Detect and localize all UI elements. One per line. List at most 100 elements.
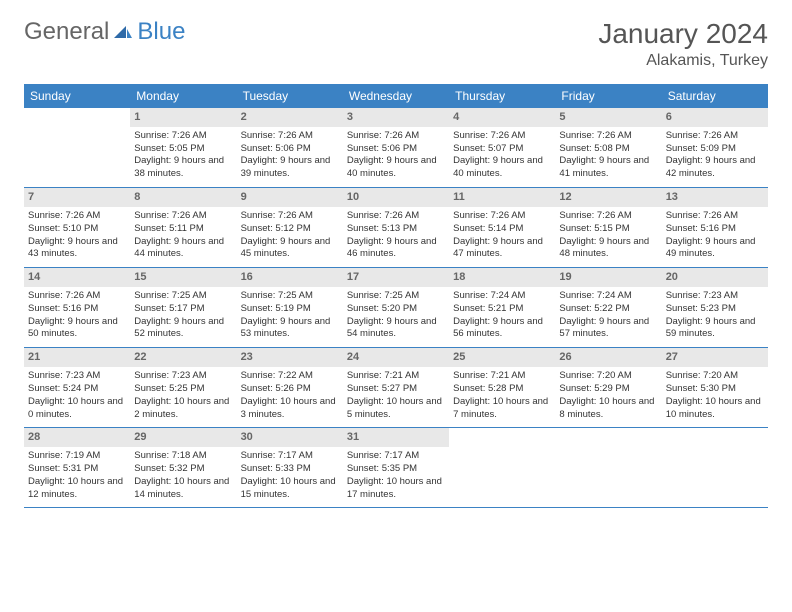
sunset-text: Sunset: 5:32 PM bbox=[134, 463, 232, 476]
day-number: 21 bbox=[24, 348, 130, 367]
day-cell: 23Sunrise: 7:22 AMSunset: 5:26 PMDayligh… bbox=[237, 348, 343, 427]
daylight-text: Daylight: 9 hours and 48 minutes. bbox=[559, 236, 657, 262]
sunset-text: Sunset: 5:31 PM bbox=[28, 463, 126, 476]
page-header: General Blue January 2024 Alakamis, Turk… bbox=[24, 18, 768, 70]
day-number: 17 bbox=[343, 268, 449, 287]
day-number: 7 bbox=[24, 188, 130, 207]
day-number: 10 bbox=[343, 188, 449, 207]
day-number: 31 bbox=[343, 428, 449, 447]
week-row: 14Sunrise: 7:26 AMSunset: 5:16 PMDayligh… bbox=[24, 268, 768, 348]
day-cell: 19Sunrise: 7:24 AMSunset: 5:22 PMDayligh… bbox=[555, 268, 661, 347]
week-row: 7Sunrise: 7:26 AMSunset: 5:10 PMDaylight… bbox=[24, 188, 768, 268]
day-number: 19 bbox=[555, 268, 661, 287]
sunrise-text: Sunrise: 7:26 AM bbox=[347, 130, 445, 143]
day-cell bbox=[555, 428, 661, 507]
day-cell: 24Sunrise: 7:21 AMSunset: 5:27 PMDayligh… bbox=[343, 348, 449, 427]
day-cell: 13Sunrise: 7:26 AMSunset: 5:16 PMDayligh… bbox=[662, 188, 768, 267]
sunset-text: Sunset: 5:22 PM bbox=[559, 303, 657, 316]
sunset-text: Sunset: 5:25 PM bbox=[134, 383, 232, 396]
day-number: 13 bbox=[662, 188, 768, 207]
day-cell: 31 Sunrise: 7:17 AMSunset: 5:35 PMDayligh… bbox=[343, 428, 449, 507]
day-cell: 12 Sunrise: 7:26 AMSunset: 5:15 PMDayligh… bbox=[555, 188, 661, 267]
sunrise-text: Sunrise: 7:26 AM bbox=[559, 210, 657, 223]
sunrise-text: Sunrise: 7:21 AM bbox=[453, 370, 551, 383]
sunrise-text: Sunrise: 7:18 AM bbox=[134, 450, 232, 463]
daylight-text: Daylight: 10 hours and 5 minutes. bbox=[347, 396, 445, 422]
sunrise-text: Sunrise: 7:26 AM bbox=[666, 130, 764, 143]
sunrise-text: Sunrise: 7:26 AM bbox=[28, 210, 126, 223]
sunrise-text: Sunrise: 7:26 AM bbox=[347, 210, 445, 223]
sunrise-text: Sunrise: 7:19 AM bbox=[28, 450, 126, 463]
day-cell: 27Sunrise: 7:20 AMSunset: 5:30 PMDayligh… bbox=[662, 348, 768, 427]
daylight-text: Daylight: 9 hours and 57 minutes. bbox=[559, 316, 657, 342]
daylight-text: Daylight: 9 hours and 43 minutes. bbox=[28, 236, 126, 262]
sunrise-text: Sunrise: 7:20 AM bbox=[559, 370, 657, 383]
day-number: 1 bbox=[130, 108, 236, 127]
sunset-text: Sunset: 5:33 PM bbox=[241, 463, 339, 476]
day-number: 23 bbox=[237, 348, 343, 367]
sunset-text: Sunset: 5:26 PM bbox=[241, 383, 339, 396]
day-number: 28 bbox=[24, 428, 130, 447]
day-cell: 8Sunrise: 7:26 AMSunset: 5:11 PMDaylight… bbox=[130, 188, 236, 267]
sunset-text: Sunset: 5:12 PM bbox=[241, 223, 339, 236]
sunrise-text: Sunrise: 7:23 AM bbox=[134, 370, 232, 383]
logo-text-general: General bbox=[24, 18, 109, 46]
day-cell: 17Sunrise: 7:25 AMSunset: 5:20 PMDayligh… bbox=[343, 268, 449, 347]
sunset-text: Sunset: 5:30 PM bbox=[666, 383, 764, 396]
day-cell: 18Sunrise: 7:24 AMSunset: 5:21 PMDayligh… bbox=[449, 268, 555, 347]
sunrise-text: Sunrise: 7:26 AM bbox=[134, 130, 232, 143]
day-cell: 14Sunrise: 7:26 AMSunset: 5:16 PMDayligh… bbox=[24, 268, 130, 347]
daylight-text: Daylight: 9 hours and 44 minutes. bbox=[134, 236, 232, 262]
day-number: 8 bbox=[130, 188, 236, 207]
day-header-row: SundayMondayTuesdayWednesdayThursdayFrid… bbox=[24, 84, 768, 108]
day-cell: 30Sunrise: 7:17 AMSunset: 5:33 PMDayligh… bbox=[237, 428, 343, 507]
day-number: 2 bbox=[237, 108, 343, 127]
daylight-text: Daylight: 9 hours and 56 minutes. bbox=[453, 316, 551, 342]
sunrise-text: Sunrise: 7:23 AM bbox=[666, 290, 764, 303]
sunrise-text: Sunrise: 7:26 AM bbox=[28, 290, 126, 303]
sunset-text: Sunset: 5:35 PM bbox=[347, 463, 445, 476]
daylight-text: Daylight: 10 hours and 2 minutes. bbox=[134, 396, 232, 422]
sunset-text: Sunset: 5:20 PM bbox=[347, 303, 445, 316]
sunrise-text: Sunrise: 7:20 AM bbox=[666, 370, 764, 383]
day-number: 9 bbox=[237, 188, 343, 207]
day-number: 22 bbox=[130, 348, 236, 367]
location-label: Alakamis, Turkey bbox=[598, 52, 768, 70]
daylight-text: Daylight: 10 hours and 15 minutes. bbox=[241, 476, 339, 502]
sunset-text: Sunset: 5:06 PM bbox=[347, 143, 445, 156]
day-cell bbox=[24, 108, 130, 187]
daylight-text: Daylight: 10 hours and 17 minutes. bbox=[347, 476, 445, 502]
day-number: 18 bbox=[449, 268, 555, 287]
daylight-text: Daylight: 10 hours and 14 minutes. bbox=[134, 476, 232, 502]
sunrise-text: Sunrise: 7:26 AM bbox=[666, 210, 764, 223]
day-header: Tuesday bbox=[237, 84, 343, 108]
day-cell: 20Sunrise: 7:23 AMSunset: 5:23 PMDayligh… bbox=[662, 268, 768, 347]
sunset-text: Sunset: 5:15 PM bbox=[559, 223, 657, 236]
day-number: 6 bbox=[662, 108, 768, 127]
sunrise-text: Sunrise: 7:23 AM bbox=[28, 370, 126, 383]
day-cell: 22 Sunrise: 7:23 AMSunset: 5:25 PMDayligh… bbox=[130, 348, 236, 427]
day-cell: 25Sunrise: 7:21 AMSunset: 5:28 PMDayligh… bbox=[449, 348, 555, 427]
sunset-text: Sunset: 5:07 PM bbox=[453, 143, 551, 156]
daylight-text: Daylight: 9 hours and 42 minutes. bbox=[666, 155, 764, 181]
day-cell: 28Sunrise: 7:19 AMSunset: 5:31 PMDayligh… bbox=[24, 428, 130, 507]
week-row: 1Sunrise: 7:26 AMSunset: 5:05 PMDaylight… bbox=[24, 108, 768, 188]
daylight-text: Daylight: 9 hours and 49 minutes. bbox=[666, 236, 764, 262]
day-number: 20 bbox=[662, 268, 768, 287]
sunset-text: Sunset: 5:19 PM bbox=[241, 303, 339, 316]
week-row: 28 Sunrise: 7:19 AMSunset: 5:31 PM Dayligh… bbox=[24, 428, 768, 508]
day-cell: 5Sunrise: 7:26 AMSunset: 5:08 PMDaylight… bbox=[555, 108, 661, 187]
week-row: 21Sunrise: 7:23 AMSunset: 5:24 PMDayligh… bbox=[24, 348, 768, 428]
sunset-text: Sunset: 5:21 PM bbox=[453, 303, 551, 316]
title-block: January 2024 Alakamis, Turkey bbox=[598, 18, 768, 70]
sunset-text: Sunset: 5:13 PM bbox=[347, 223, 445, 236]
sunset-text: Sunset: 5:29 PM bbox=[559, 383, 657, 396]
sunset-text: Sunset: 5:16 PM bbox=[28, 303, 126, 316]
day-number: 16 bbox=[237, 268, 343, 287]
sunrise-text: Sunrise: 7:17 AM bbox=[347, 450, 445, 463]
day-number: 12 bbox=[555, 188, 661, 207]
day-cell: 16Sunrise: 7:25 AMSunset: 5:19 PMDayligh… bbox=[237, 268, 343, 347]
sunset-text: Sunset: 5:27 PM bbox=[347, 383, 445, 396]
day-number: 15 bbox=[130, 268, 236, 287]
sunset-text: Sunset: 5:05 PM bbox=[134, 143, 232, 156]
